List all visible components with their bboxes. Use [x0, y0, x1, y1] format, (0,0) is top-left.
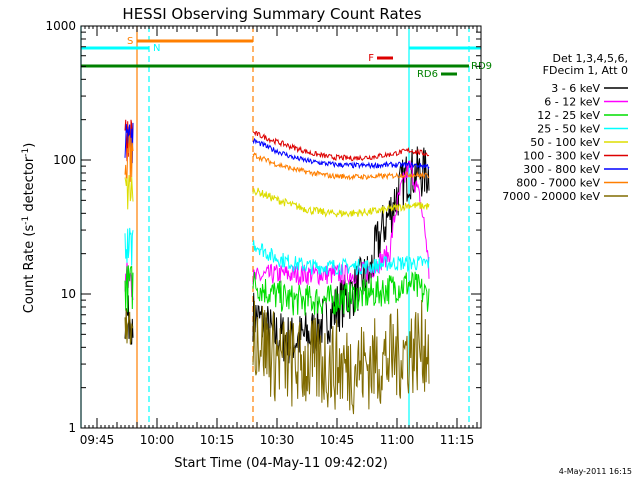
- legend-label: 7000 - 20000 keV: [502, 190, 600, 203]
- legend-label: 6 - 12 keV: [544, 96, 600, 109]
- y-axis-label-sup: -1: [21, 216, 31, 225]
- y-axis-label-part: ): [22, 143, 37, 148]
- series-line: [252, 271, 430, 316]
- flag-label: RD6: [417, 69, 438, 80]
- x-tick-label: 10:15: [200, 433, 235, 447]
- flag-label: N: [153, 43, 160, 54]
- series-line: [252, 160, 430, 286]
- x-tick-label: 11:00: [380, 433, 415, 447]
- y-axis-label: Count Rate (s-1 detector-1): [21, 143, 37, 314]
- series-line: [124, 227, 134, 266]
- legend-label: 50 - 100 keV: [530, 136, 600, 149]
- series-line: [252, 137, 430, 170]
- y-tick-label: 1: [68, 421, 76, 435]
- legend-label: 100 - 300 keV: [523, 150, 600, 163]
- x-tick-label: 11:15: [440, 433, 475, 447]
- x-axis-label: Start Time (04-May-11 09:42:02): [174, 456, 388, 471]
- legend: Det 1,3,4,5,6,FDecim 1, Att 0 3 - 6 keV6 …: [502, 52, 628, 203]
- legend-label: 300 - 800 keV: [523, 163, 600, 176]
- series-line: [252, 152, 430, 181]
- series-line: [124, 122, 134, 164]
- x-tick-label: 10:45: [320, 433, 355, 447]
- legend-label: 25 - 50 keV: [537, 123, 600, 136]
- series-line: [124, 295, 134, 345]
- flag-label: RD9: [471, 61, 492, 72]
- flag-label: S: [127, 36, 133, 47]
- y-axis: 1 10 100 1000: [45, 19, 481, 435]
- series-line: [252, 299, 430, 415]
- x-tick-label: 10:30: [260, 433, 295, 447]
- chart-title: HESSI Observing Summary Count Rates: [122, 5, 421, 23]
- x-tick-label: 10:00: [140, 433, 175, 447]
- y-axis-label-sup: -1: [21, 148, 31, 157]
- series-line: [124, 309, 134, 345]
- series-line: [252, 131, 430, 162]
- series-line: [124, 265, 134, 313]
- y-axis-label-part: Count Rate (s: [22, 225, 37, 314]
- y-tick-label: 100: [53, 153, 76, 167]
- legend-label: 800 - 7000 keV: [516, 177, 600, 190]
- x-axis: 09:45 10:00 10:15 10:30 10:45 11:00 11:15: [80, 26, 482, 447]
- legend-header: FDecim 1, Att 0: [543, 64, 628, 77]
- plot-area: S N F RD9 RD6: [80, 26, 492, 428]
- legend-label: 3 - 6 keV: [551, 82, 600, 95]
- plot-frame: [80, 25, 482, 429]
- y-tick-label: 10: [61, 287, 76, 301]
- legend-header: Det 1,3,4,5,6,: [552, 52, 628, 65]
- flag-label: F: [368, 53, 374, 64]
- series-line: [252, 187, 430, 218]
- y-tick-label: 1000: [45, 19, 76, 33]
- y-axis-label-part: detector: [22, 156, 37, 216]
- legend-label: 12 - 25 keV: [537, 109, 600, 122]
- x-tick-label: 09:45: [80, 433, 115, 447]
- series-line: [252, 240, 430, 276]
- series-line: [124, 174, 134, 210]
- date-stamp: 4-May-2011 16:15: [559, 467, 632, 476]
- series-line: [124, 134, 134, 182]
